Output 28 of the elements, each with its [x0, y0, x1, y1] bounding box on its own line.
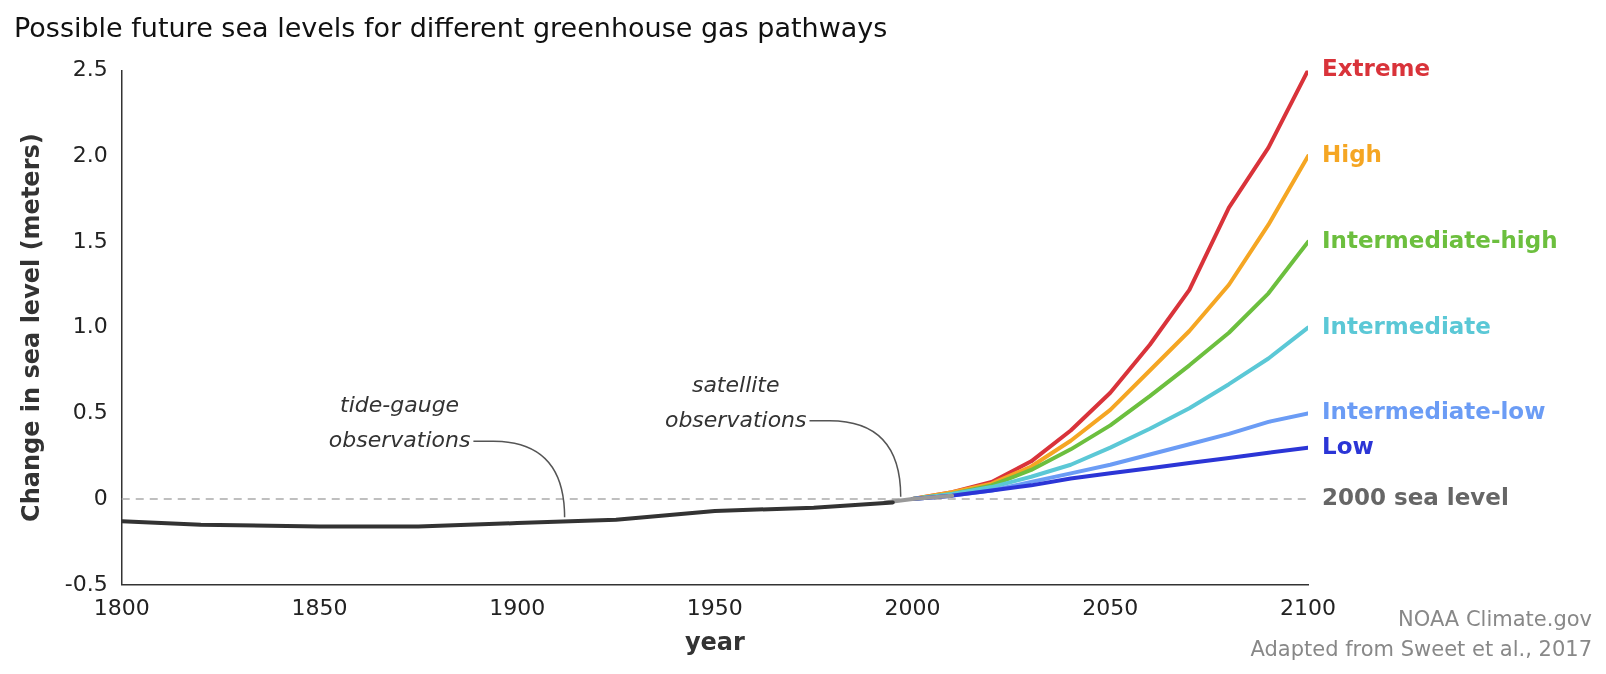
x-tick-label: 1800 — [93, 594, 150, 620]
x-tick-label: 2050 — [1082, 594, 1139, 620]
y-tick-label: 2.0 — [72, 141, 108, 167]
series-label: Intermediate-low — [1322, 398, 1546, 425]
series-label: Intermediate-high — [1322, 226, 1558, 253]
y-tick-label: 2.5 — [72, 56, 108, 82]
text: Adapted from Sweet et al., 2017 — [1250, 636, 1592, 663]
text: NOAA Climate.gov — [1398, 607, 1592, 631]
y-tick-label: -0.5 — [64, 570, 108, 596]
y-axis-title: Change in sea level (meters) — [16, 133, 45, 522]
chart-title: Possible future sea levels for different greenhouse gas pathways — [14, 12, 888, 44]
x-tick-label: 2100 — [1280, 594, 1336, 620]
series-label: Extreme — [1322, 55, 1431, 82]
y-tick-label: 0 — [93, 484, 108, 510]
x-axis-title: year — [684, 627, 745, 656]
x-tick-label: 1850 — [291, 594, 348, 620]
annotation: tide-gauge observations — [328, 392, 471, 453]
y-tick-label: 1.5 — [72, 227, 108, 253]
annotation: satellite observations — [664, 371, 807, 432]
series-label: Low — [1322, 432, 1374, 459]
y-tick-label: 0.5 — [72, 399, 108, 425]
series-label: Intermediate — [1322, 312, 1491, 339]
x-tick-label: 2000 — [884, 594, 941, 620]
y-tick-label: 1.0 — [72, 313, 108, 339]
x-tick-label: 1950 — [686, 594, 743, 620]
x-tick-label: 1900 — [489, 594, 546, 620]
ref-line-label: 2000 sea level — [1322, 484, 1509, 511]
series-label: High — [1322, 141, 1382, 168]
